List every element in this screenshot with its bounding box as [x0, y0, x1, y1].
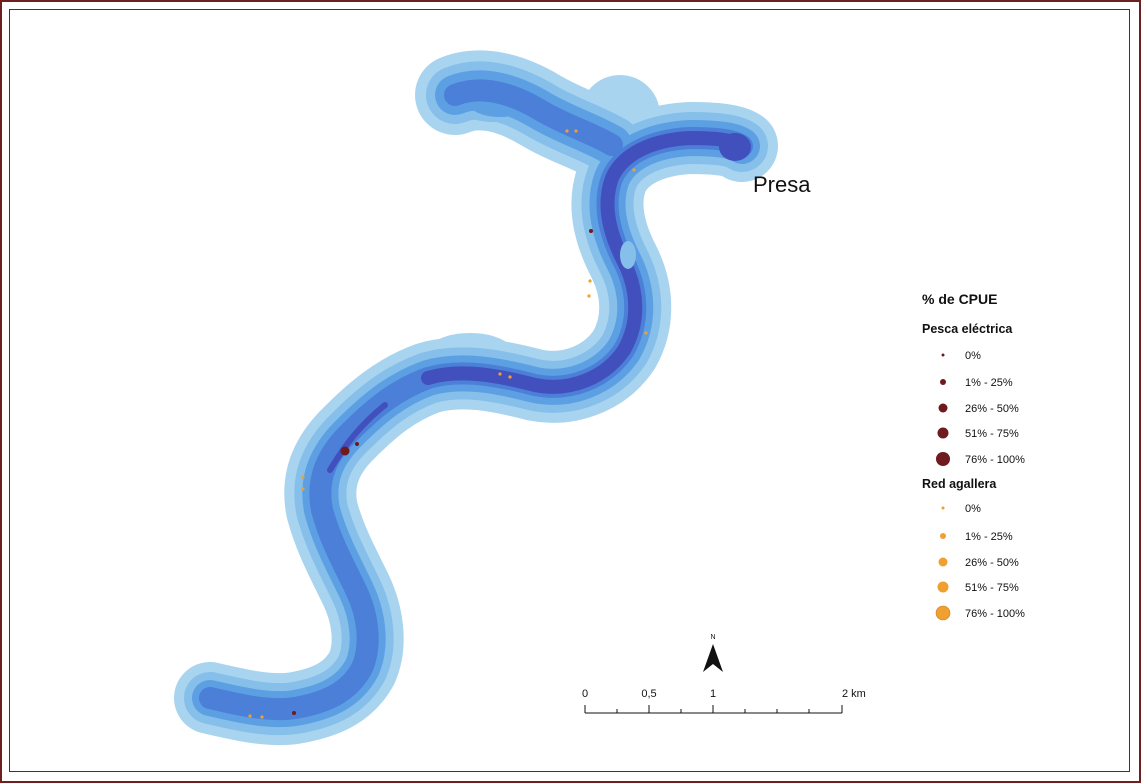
gillnet-point	[644, 331, 648, 335]
legend-class-label: 0%	[965, 350, 981, 362]
legend-class-label: 51% - 75%	[965, 428, 1019, 440]
gillnet-point	[574, 129, 578, 133]
legend-symbol	[936, 452, 950, 466]
gillnet-point	[301, 475, 305, 479]
legend-title: % de CPUE	[922, 291, 997, 307]
legend: % de CPUE Pesca eléctrica 0% 1% - 25% 26…	[922, 291, 1025, 621]
legend-class-label: 1% - 25%	[965, 377, 1013, 389]
gillnet-point	[632, 168, 636, 172]
scale-label: 0	[582, 688, 588, 700]
legend-class-label: 26% - 50%	[965, 557, 1019, 569]
sampling-points	[248, 129, 648, 719]
electrofishing-point	[589, 229, 593, 233]
gillnet-point	[260, 715, 264, 719]
scale-label: 0,5	[641, 688, 656, 700]
reservoir-water	[210, 65, 751, 709]
gillnet-point	[301, 487, 305, 491]
gillnet-point	[248, 714, 252, 718]
gillnet-point	[498, 372, 502, 376]
gillnet-point	[587, 294, 591, 298]
legend-symbol	[937, 427, 949, 439]
electrofishing-point	[340, 446, 350, 456]
legend-symbol	[941, 506, 945, 510]
legend-group-gillnet: Red agallera	[922, 477, 997, 491]
dam-label: Presa	[753, 172, 811, 197]
legend-class-label: 51% - 75%	[965, 582, 1019, 594]
legend-symbol	[938, 403, 948, 413]
gillnet-point	[565, 129, 569, 133]
legend-class-label: 76% - 100%	[965, 454, 1025, 466]
gillnet-point	[508, 375, 512, 379]
legend-group-electrofishing: Pesca eléctrica	[922, 322, 1013, 336]
scale-label: 1	[710, 688, 716, 700]
legend-symbol	[940, 379, 946, 385]
legend-class-label: 0%	[965, 503, 981, 515]
north-arrow: N	[703, 634, 723, 672]
gillnet-point	[588, 279, 592, 283]
north-label: N	[710, 634, 715, 641]
north-arrow-icon	[703, 644, 713, 672]
electrofishing-point	[355, 442, 359, 446]
legend-class-label: 26% - 50%	[965, 403, 1019, 415]
electrofishing-point	[292, 711, 296, 715]
legend-symbol	[938, 557, 948, 567]
legend-symbol	[935, 605, 951, 621]
legend-class-label: 1% - 25%	[965, 531, 1013, 543]
map-inner-frame	[9, 9, 1130, 772]
legend-class-label: 76% - 100%	[965, 608, 1025, 620]
scale-bar	[584, 705, 843, 714]
legend-symbol	[941, 353, 945, 357]
north-arrow-icon	[713, 644, 723, 672]
scale-label: 2 km	[842, 688, 866, 700]
legend-symbol	[940, 533, 946, 539]
legend-symbol	[937, 581, 949, 593]
